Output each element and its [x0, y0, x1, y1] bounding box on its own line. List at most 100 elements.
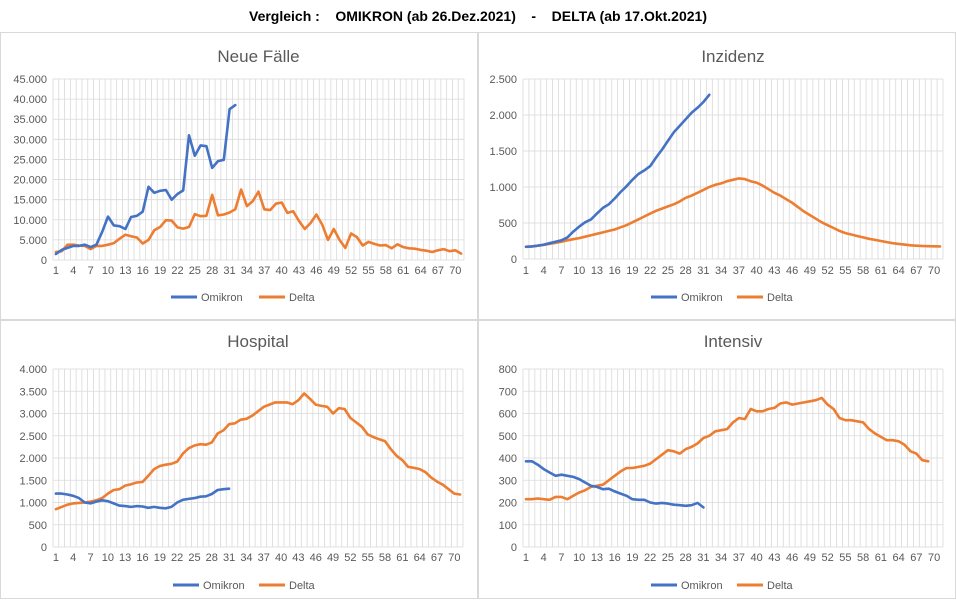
x-tick-label: 34 [715, 552, 727, 564]
y-tick-label: 600 [499, 409, 517, 421]
x-tick-label: 61 [396, 552, 408, 564]
y-tick-label: 10.000 [13, 215, 47, 227]
chart-panel-inzidenz: Inzidenz 0 500 1.000 1.500 2.000 2.500 1 4 7 10 13 1… [478, 32, 956, 320]
y-tick-label: 2.500 [19, 431, 47, 443]
x-tick-label: 31 [697, 265, 709, 277]
legend-label-omikron: Omikron [681, 580, 723, 592]
x-tick-label: 43 [292, 552, 304, 564]
x-tick-label: 19 [154, 265, 166, 277]
page-title: Vergleich : OMIKRON (ab 26.Dez.2021) - D… [0, 0, 956, 33]
y-tick-label: 3.000 [19, 409, 47, 421]
y-tick-label: 1.000 [489, 182, 517, 194]
y-tick-label: 300 [499, 475, 517, 487]
inzidenz-legend: Omikron Delta [651, 292, 794, 304]
x-tick-label: 67 [910, 552, 922, 564]
x-tick-label: 46 [786, 265, 798, 277]
inzidenz-chart-title: Inzidenz [701, 47, 764, 66]
x-tick-label: 70 [449, 265, 461, 277]
x-tick-label: 40 [751, 265, 763, 277]
chart-neue-faelle: Neue Fälle 0 5.000 10.000 15.000 20.000 25.000… [13, 47, 465, 304]
y-tick-label: 1.500 [489, 146, 517, 158]
y-tick-label: 200 [499, 498, 517, 510]
x-tick-label: 13 [119, 552, 131, 564]
x-tick-label: 37 [733, 265, 745, 277]
chart-inzidenz: Inzidenz 0 500 1.000 1.500 2.000 2.500 1 4 7 10 13 1… [489, 47, 944, 304]
intensiv-series-omikron [524, 460, 705, 509]
x-tick-label: 25 [662, 552, 674, 564]
chart-hospital: Hospital 0 500 1.000 1.500 2.000 2.500 3.000 3.5… [19, 332, 464, 592]
x-tick-label: 55 [839, 552, 851, 564]
x-tick-label: 4 [70, 265, 76, 277]
y-tick-label: 30.000 [13, 134, 47, 146]
x-tick-label: 16 [137, 265, 149, 277]
x-tick-label: 19 [154, 552, 166, 564]
x-tick-label: 4 [541, 265, 547, 277]
y-tick-label: 0 [511, 254, 517, 266]
x-tick-label: 67 [431, 552, 443, 564]
y-tick-label: 20.000 [13, 175, 47, 187]
chart-panel-hospital: Hospital 0 500 1.000 1.500 2.000 2.500 3.000 3.5… [0, 320, 478, 599]
x-tick-label: 1 [53, 552, 59, 564]
chart-intensiv: Intensiv 0 100 200 300 400 500 600 700 800 1 4 7 10 13… [499, 332, 944, 592]
x-tick-label: 31 [697, 552, 709, 564]
y-tick-label: 100 [499, 520, 517, 532]
x-tick-label: 61 [875, 265, 887, 277]
x-tick-label: 22 [171, 552, 183, 564]
x-tick-label: 70 [928, 552, 940, 564]
legend-label-omikron: Omikron [203, 580, 245, 592]
x-tick-label: 28 [680, 265, 692, 277]
x-tick-label: 34 [241, 265, 253, 277]
x-tick-label: 52 [345, 265, 357, 277]
x-tick-label: 22 [644, 265, 656, 277]
intensiv-legend: Omikron Delta [651, 580, 794, 592]
x-tick-label: 61 [397, 265, 409, 277]
y-tick-label: 2.000 [489, 110, 517, 122]
hospital-chart-title: Hospital [227, 332, 288, 351]
x-tick-label: 58 [380, 265, 392, 277]
x-tick-label: 64 [893, 265, 905, 277]
y-tick-label: 1.500 [19, 475, 47, 487]
y-tick-label: 2.000 [19, 453, 47, 465]
x-tick-label: 67 [910, 265, 922, 277]
x-tick-label: 28 [206, 552, 218, 564]
x-tick-label: 31 [223, 552, 235, 564]
x-tick-label: 43 [768, 552, 780, 564]
x-tick-label: 64 [414, 265, 426, 277]
y-tick-label: 45.000 [13, 74, 47, 86]
x-tick-label: 16 [609, 552, 621, 564]
x-tick-label: 37 [733, 552, 745, 564]
chart-panel-intensiv: Intensiv 0 100 200 300 400 500 600 700 800 1 4 7 10 13… [478, 320, 956, 599]
x-tick-label: 52 [822, 552, 834, 564]
x-tick-label: 46 [786, 552, 798, 564]
legend-label-omikron: Omikron [201, 292, 243, 304]
x-tick-label: 16 [136, 552, 148, 564]
y-tick-label: 1.000 [19, 498, 47, 510]
x-tick-label: 55 [362, 552, 374, 564]
x-tick-label: 67 [432, 265, 444, 277]
x-tick-label: 64 [893, 552, 905, 564]
legend-label-delta: Delta [767, 580, 794, 592]
y-tick-label: 25.000 [13, 154, 47, 166]
x-tick-label: 28 [206, 265, 218, 277]
x-tick-label: 37 [258, 265, 270, 277]
neue-faelle-legend: Omikron Delta [171, 292, 316, 304]
x-tick-label: 46 [310, 552, 322, 564]
x-tick-label: 34 [240, 552, 252, 564]
y-tick-label: 0 [41, 542, 47, 554]
x-tick-label: 25 [662, 265, 674, 277]
x-tick-label: 22 [644, 552, 656, 564]
neue-faelle-series-delta [54, 188, 463, 255]
x-tick-label: 55 [362, 265, 374, 277]
x-tick-label: 64 [414, 552, 426, 564]
x-tick-label: 1 [53, 265, 59, 277]
y-tick-label: 4.000 [19, 364, 47, 376]
x-tick-label: 43 [768, 265, 780, 277]
x-tick-label: 25 [189, 265, 201, 277]
x-tick-label: 10 [102, 552, 114, 564]
x-tick-label: 25 [188, 552, 200, 564]
y-tick-label: 0 [511, 542, 517, 554]
y-tick-label: 700 [499, 386, 517, 398]
x-tick-label: 13 [591, 552, 603, 564]
x-tick-label: 1 [523, 265, 529, 277]
inzidenz-vertical-gridlines [522, 79, 944, 259]
